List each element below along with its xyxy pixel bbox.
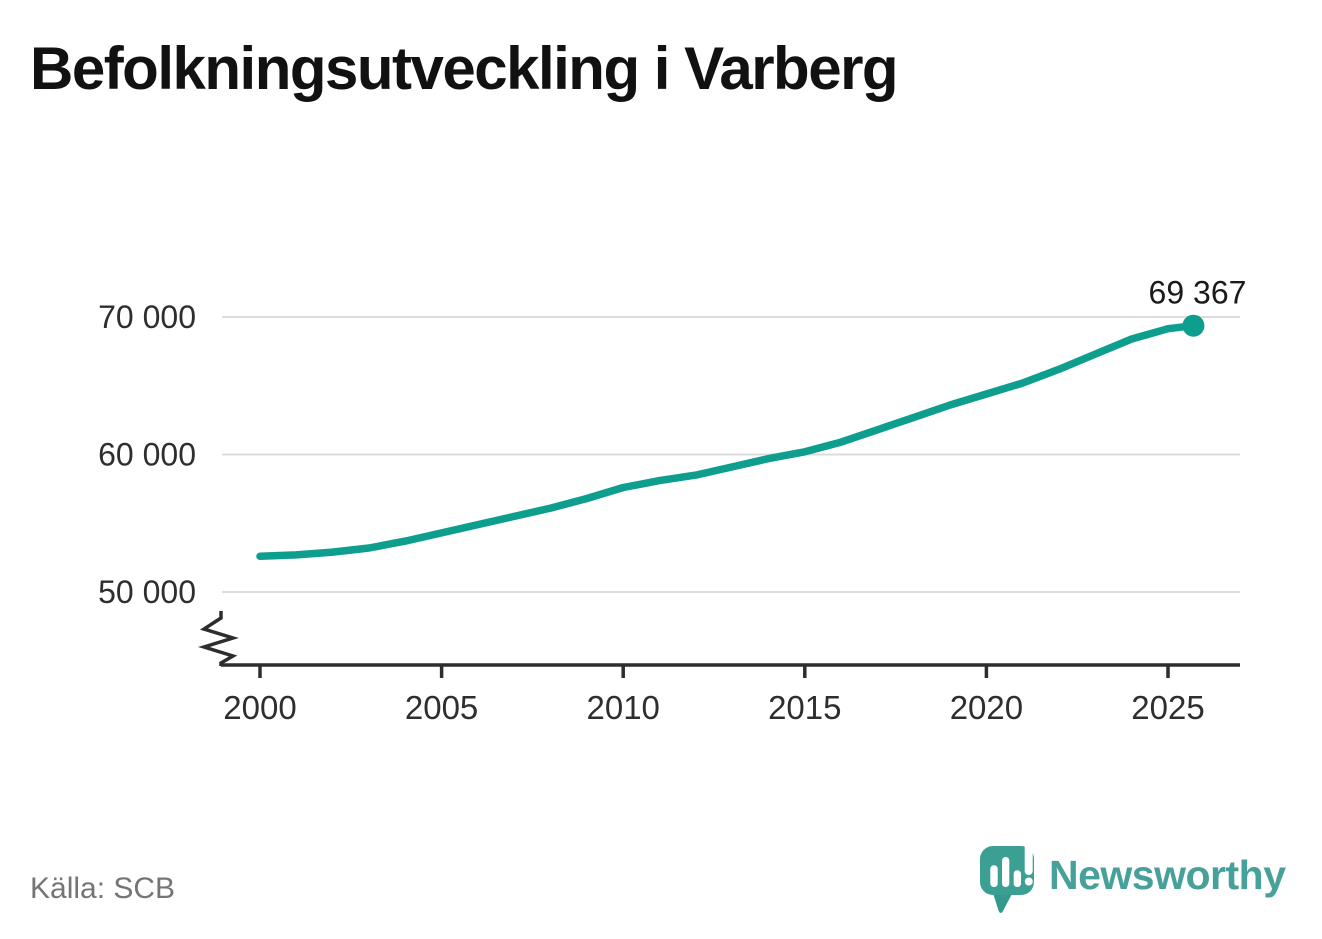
x-axis-label-2005: 2005 [405, 689, 478, 726]
x-axis-label-2010: 2010 [586, 689, 659, 726]
x-axis-label-2020: 2020 [950, 689, 1023, 726]
source-note: Källa: SCB [30, 872, 176, 905]
x-axis-label-2000: 2000 [223, 689, 296, 726]
speech-bubble-tail [992, 890, 1014, 913]
population-line [256, 321, 1198, 561]
newsworthy-logo-icon [980, 841, 1034, 913]
exclamation-dot-icon [1024, 877, 1033, 886]
exclamation-stem-icon [1024, 841, 1033, 875]
y-axis-label-50000: 50 000 [98, 574, 196, 610]
x-axis-label-2015: 2015 [768, 689, 841, 726]
brand-lockup: Newsworthy [977, 840, 1286, 920]
y-axis-label-70000: 70 000 [98, 299, 196, 335]
x-axis-label-2025: 2025 [1131, 689, 1204, 726]
bar-chart-bar-2 [1002, 857, 1010, 887]
end-value-label: 69 367 [1149, 275, 1247, 311]
chart-title: Befolkningsutveckling i Varberg [30, 35, 899, 102]
y-axis-break-icon [198, 611, 239, 666]
bar-chart-bar-1 [990, 865, 998, 887]
y-axis-label-60000: 60 000 [98, 437, 196, 473]
end-point-marker [1182, 314, 1205, 337]
bar-chart-bar-3 [1013, 870, 1021, 887]
brand-name: Newsworthy [1049, 852, 1286, 898]
